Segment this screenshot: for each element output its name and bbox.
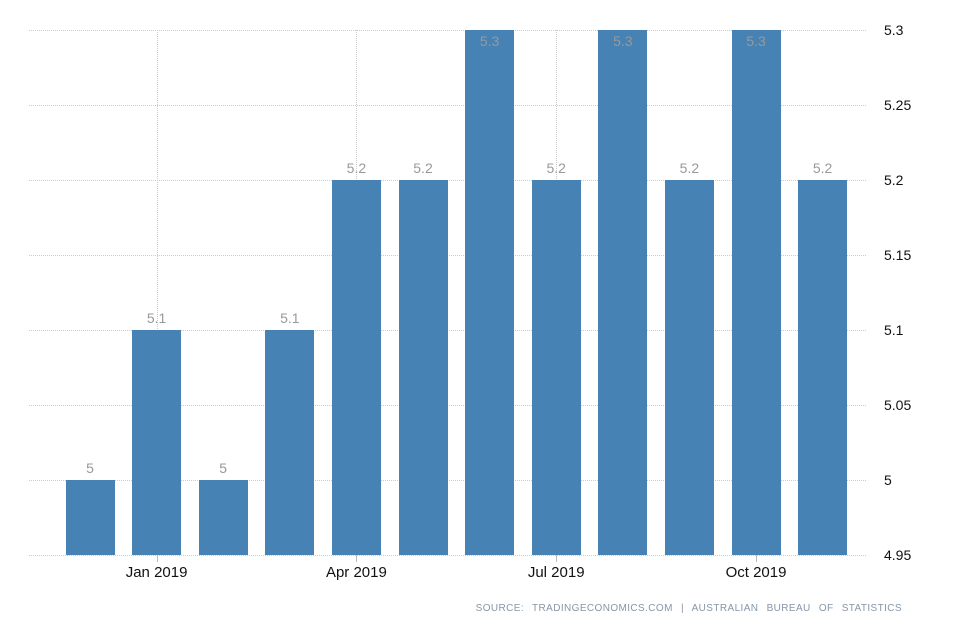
bar-value-label: 5.3: [746, 33, 766, 49]
bar-apr-2019[interactable]: [331, 180, 381, 555]
bar-oct-2019[interactable]: [731, 30, 781, 555]
bar-jun-2019[interactable]: [465, 30, 515, 555]
bar-jan-2019[interactable]: [132, 330, 182, 555]
y-tick-label: 4.95: [884, 547, 912, 563]
bar-may-2019[interactable]: [398, 180, 448, 555]
h-gridline: [29, 255, 866, 256]
h-gridline: [29, 330, 866, 331]
x-tick-label: Jul 2019: [527, 564, 585, 581]
x-tick-label: Jan 2019: [125, 564, 188, 581]
y-tick-label: 5: [884, 472, 892, 488]
bar-sep-2019[interactable]: [664, 180, 714, 555]
h-gridline: [29, 405, 866, 406]
x-tick-label: Apr 2019: [325, 564, 387, 581]
bar-jul-2019[interactable]: [531, 180, 581, 555]
h-gridline: [29, 105, 866, 106]
bar-value-label: 5.1: [280, 310, 300, 326]
bar-value-label: 5.2: [413, 160, 433, 176]
bar-value-label: 5: [219, 460, 228, 476]
y-tick-label: 5.1: [884, 322, 904, 338]
x-tick-mark: [756, 554, 757, 562]
y-tick-label: 5.25: [884, 97, 912, 113]
y-tick-label: 5.05: [884, 397, 912, 413]
h-gridline: [29, 480, 866, 481]
y-tick-label: 5.15: [884, 247, 912, 263]
bar-dec-2018[interactable]: [65, 480, 115, 555]
bar-feb-2019[interactable]: [198, 480, 248, 555]
source-attribution: SOURCE: TRADINGECONOMICS.COM | AUSTRALIA…: [475, 603, 902, 614]
v-gridline: [156, 30, 158, 555]
x-tick-label: Oct 2019: [725, 564, 787, 581]
bar-value-label: 5.2: [346, 160, 367, 176]
bar-value-label: 5.2: [546, 160, 566, 176]
x-tick-mark: [356, 554, 358, 562]
bar-value-label: 5.2: [812, 160, 833, 176]
bar-value-label: 5: [86, 460, 94, 476]
h-gridline: [29, 180, 866, 181]
y-tick-label: 5.2: [884, 172, 904, 188]
bar-value-label: 5.3: [479, 33, 500, 49]
x-tick-mark: [556, 554, 558, 562]
bar-nov-2019[interactable]: [798, 180, 848, 555]
h-gridline: [29, 30, 866, 31]
bar-value-label: 5.3: [613, 33, 633, 49]
plot-area: 5 5.1 5 5.1 5.2 5.2 5.3 5.2 5.3 5.2 5.3 5.2: [29, 30, 866, 562]
bar-mar-2019[interactable]: [265, 330, 315, 555]
bar-value-label: 5.2: [679, 160, 700, 176]
x-tick-mark: [156, 554, 158, 562]
y-tick-label: 5.3: [884, 22, 904, 38]
bar-value-label: 5.1: [146, 310, 167, 326]
h-gridline: [29, 555, 866, 556]
bar-aug-2019[interactable]: [598, 30, 648, 555]
